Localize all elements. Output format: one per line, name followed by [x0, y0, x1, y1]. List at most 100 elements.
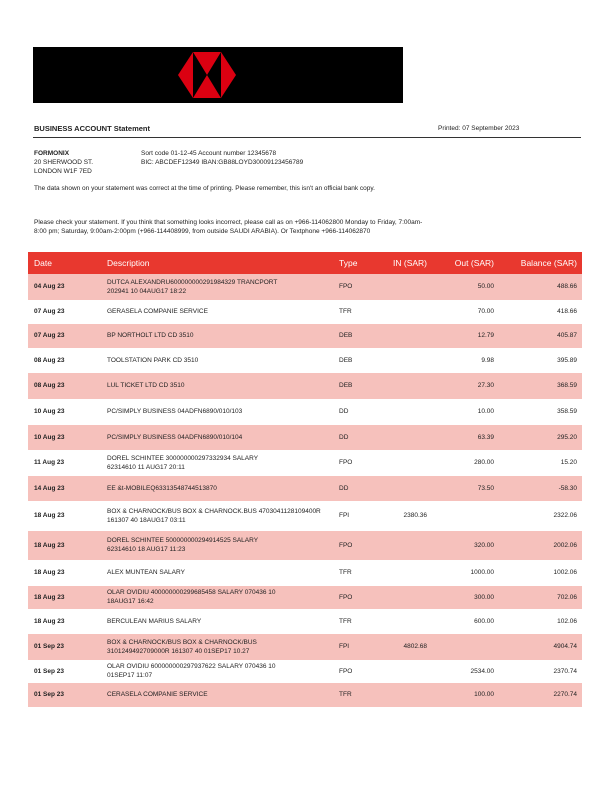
date-cell: 18 Aug 23	[34, 541, 65, 549]
address-line: LONDON W1F 7ED	[34, 168, 92, 175]
type-cell: DEB	[339, 356, 353, 364]
type-cell: FPO	[339, 283, 353, 290]
date-cell: 14 Aug 23	[34, 484, 65, 492]
table-row: 08 Aug 23 TOOLSTATION PARK CD 3510 DEB 9.98…	[28, 348, 582, 374]
amount-cell: 1002.06	[553, 569, 578, 576]
date-cell: 10 Aug 23	[34, 408, 65, 415]
description-cell: PC/SIMPLY BUSINESS 04ADFN6890/010/103	[107, 408, 243, 415]
description-cell: BOX & CHARNOCK/BUS BOX & CHARNOCK/BUS	[107, 638, 257, 646]
table-row: 18 Aug 23 BOX & CHARNOCK/BUS BOX & CHARNO…	[28, 501, 582, 532]
amount-cell: 102.06	[557, 617, 577, 625]
amount-cell: 9.98	[481, 356, 494, 364]
table-row: 18 Aug 23 DOREL SCHINTEE 5000000002949145…	[28, 531, 582, 561]
amount-cell: 600.00	[474, 617, 494, 625]
amount-cell: 15.20	[560, 459, 577, 466]
description-cell: 3101249492709000R 161307 40 01SEP17 10.2…	[107, 647, 250, 655]
amount-cell: 295.20	[557, 433, 577, 441]
date-cell: 18 Aug 23	[34, 512, 65, 519]
amount-cell: 2380.36	[403, 512, 428, 519]
amount-cell: 1000.00	[470, 569, 495, 576]
check-note: Please check your statement. If you thin…	[34, 219, 423, 226]
address-line: 20 SHERWOOD ST.	[34, 159, 94, 166]
type-cell: FPI	[339, 512, 350, 519]
table-row: 18 Aug 23 OLAR OVIDIU 400000000299685458 …	[28, 586, 582, 610]
account-info: BIC: ABCDEF12349 IBAN:GB88LOYD3000912345…	[141, 159, 304, 166]
date-cell: 07 Aug 23	[34, 308, 65, 315]
type-cell: DEB	[339, 332, 353, 339]
description-cell: OLAR OVIDIU 400000000299685458 SALARY 07…	[107, 589, 276, 596]
type-cell: DEB	[339, 382, 353, 389]
description-cell: 18AUG17 16:42	[107, 598, 154, 605]
amount-cell: 4904.74	[553, 643, 578, 650]
table-row: 18 Aug 23 BERCULEAN MARIUS SALARY TFR 600.0…	[28, 609, 582, 635]
amount-cell: 2534.00	[470, 667, 495, 675]
table-row: 07 Aug 23 BP NORTHOLT LTD CD 3510 DEB 12.79…	[28, 324, 582, 349]
type-cell: FPI	[339, 643, 350, 650]
amount-cell: 70.00	[477, 308, 494, 315]
amount-cell: -58.30	[558, 484, 577, 492]
description-cell: BERCULEAN MARIUS SALARY	[107, 617, 202, 625]
amount-cell: 300.00	[474, 593, 494, 601]
amount-cell: 320.00	[474, 541, 494, 549]
date-cell: 18 Aug 23	[34, 593, 65, 601]
type-cell: FPO	[339, 459, 353, 466]
type-cell: DD	[339, 484, 349, 492]
date-cell: 07 Aug 23	[34, 332, 65, 339]
amount-cell: 100.00	[474, 691, 494, 698]
type-cell: TFR	[339, 617, 352, 625]
description-cell: 62314610 11 AUG17 20:11	[107, 463, 185, 471]
type-cell: FPO	[339, 667, 353, 675]
table-row: 08 Aug 23 LUL TICKET LTD CD 3510 DEB 27.30 3…	[28, 373, 582, 400]
amount-cell: 2370.74	[553, 667, 578, 675]
description-cell: GERASELA COMPANIE SERVICE	[107, 308, 208, 315]
amount-cell: 2002.06	[553, 541, 578, 549]
date-cell: 08 Aug 23	[34, 382, 65, 389]
column-header: Type	[339, 258, 358, 268]
printed-date: Printed: 07 September 2023	[438, 125, 520, 132]
description-cell: PC/SIMPLY BUSINESS 04ADFN6890/010/104	[107, 433, 243, 441]
type-cell: TFR	[339, 308, 352, 315]
date-cell: 08 Aug 23	[34, 356, 65, 364]
table-row: 10 Aug 23 PC/SIMPLY BUSINESS 04ADFN6890/0…	[28, 399, 582, 426]
column-header: IN (SAR)	[393, 258, 427, 268]
table-row: 14 Aug 23 EE &t-MOBILEQ63313548744513870 D…	[28, 476, 582, 502]
description-cell: DOREL SCHINTEE 300000000297332934 SALARY	[107, 454, 259, 462]
amount-cell: 50.00	[477, 283, 494, 290]
date-cell: 01 Sep 23	[34, 643, 64, 650]
description-cell: OLAR OVIDIU 600000000297937622 SALARY 07…	[107, 663, 276, 670]
description-cell: TOOLSTATION PARK CD 3510	[107, 356, 199, 364]
amount-cell: 418.66	[557, 308, 577, 315]
date-cell: 18 Aug 23	[34, 617, 65, 625]
table-row: 01 Sep 23 CERASELA COMPANIE SERVICE TFR 100…	[28, 683, 582, 708]
type-cell: TFR	[339, 569, 352, 576]
account-info: Sort code 01-12-45 Account number 123456…	[141, 150, 277, 157]
amount-cell: 73.50	[477, 484, 494, 492]
amount-cell: 280.00	[474, 459, 494, 466]
description-cell: CERASELA COMPANIE SERVICE	[107, 691, 208, 698]
description-cell: 62314610 18 AUG17 11:23	[107, 546, 186, 553]
table-row: 18 Aug 23 ALEX MUNTEAN SALARY TFR 1000.00 10…	[28, 560, 582, 587]
amount-cell: 358.59	[557, 408, 577, 415]
type-cell: DD	[339, 433, 349, 441]
type-cell: FPO	[339, 593, 353, 601]
column-header: Balance (SAR)	[520, 258, 577, 268]
accuracy-note: The data shown on your statement was cor…	[34, 185, 375, 192]
check-note: 8:00 pm; Saturday, 9:00am-2:00pm (+966-1…	[34, 228, 371, 235]
table-row: 07 Aug 23 GERASELA COMPANIE SERVICE TFR 70.…	[28, 300, 582, 325]
description-cell: BP NORTHOLT LTD CD 3510	[107, 332, 194, 339]
description-cell: 161307 40 18AUG17 03:11	[107, 516, 186, 524]
amount-cell: 395.89	[557, 356, 577, 364]
amount-cell: 368.59	[557, 382, 577, 389]
amount-cell: 12.79	[477, 332, 494, 339]
description-cell: DUTCA ALEXANDRU600000000291984329 TRANCP…	[107, 278, 278, 286]
amount-cell: 405.87	[557, 332, 577, 339]
description-cell: DOREL SCHINTEE 500000000294914525 SALARY	[107, 537, 259, 544]
table-row: 01 Sep 23 OLAR OVIDIU 600000000297937622 …	[28, 660, 582, 684]
description-cell: LUL TICKET LTD CD 3510	[107, 382, 185, 389]
table-row: 04 Aug 23 DUTCA ALEXANDRU6000000002919843…	[28, 274, 582, 301]
type-cell: DD	[339, 408, 349, 415]
description-cell: 202941 10 04AUG17 18:22	[107, 287, 187, 295]
amount-cell: 63.39	[477, 433, 494, 441]
amount-cell: 2322.06	[553, 512, 578, 519]
